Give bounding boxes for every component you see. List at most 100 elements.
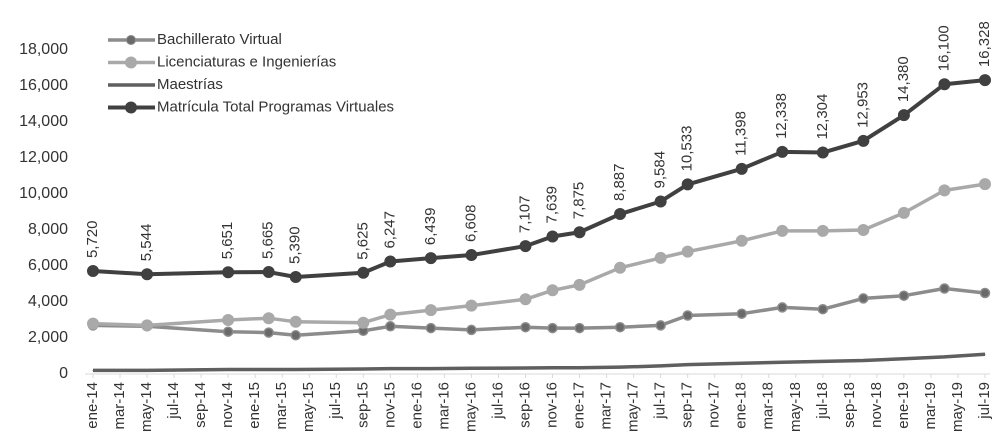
legend-marker: [125, 101, 137, 114]
point: [573, 278, 586, 291]
x-tick-label: jul-17: [652, 382, 669, 420]
data-label: 5,390: [287, 226, 304, 264]
x-tick-label: may-14: [138, 382, 155, 432]
point: [289, 315, 302, 328]
x-tick-label: ene-17: [571, 382, 588, 429]
x-tick-label: jul-14: [165, 382, 182, 420]
point: [362, 368, 364, 370]
point: [777, 302, 788, 313]
point: [736, 308, 747, 319]
x-tick-label: jul-15: [327, 382, 344, 420]
point: [776, 145, 789, 158]
point: [979, 178, 991, 191]
y-tick-label: 6,000: [28, 257, 68, 274]
x-tick-label: nov-15: [381, 382, 398, 428]
point: [547, 322, 558, 334]
point: [979, 74, 991, 87]
point: [520, 321, 531, 333]
series-line: [93, 352, 986, 373]
point: [141, 268, 154, 281]
data-label: 7,875: [571, 182, 588, 220]
point: [681, 178, 694, 191]
data-label: 6,608: [462, 205, 479, 243]
legend-label: Bachillerato Virtual: [157, 31, 282, 48]
point: [146, 369, 148, 371]
x-tick-label: may-17: [625, 382, 642, 432]
point: [781, 361, 783, 363]
x-tick-label: ene-18: [733, 382, 750, 429]
point: [222, 314, 235, 326]
point: [465, 299, 478, 312]
legend-label: Licenciaturas e Ingenierías: [157, 53, 336, 70]
point: [660, 365, 662, 367]
point: [263, 327, 274, 338]
point: [984, 353, 986, 355]
point: [687, 364, 689, 366]
legend-marker: [126, 35, 136, 45]
x-tick-label: ene-19: [895, 382, 912, 429]
legend-marker: [125, 56, 137, 69]
point: [614, 261, 627, 274]
point: [92, 369, 94, 371]
point: [519, 240, 532, 253]
x-tick-label: sep-15: [354, 382, 371, 428]
x-tick-label: mar-16: [435, 382, 452, 430]
data-label: 12,304: [814, 94, 831, 140]
point: [897, 206, 910, 219]
x-tick-label: ene-15: [246, 382, 263, 429]
point: [619, 366, 621, 368]
point: [552, 367, 554, 369]
point: [579, 367, 581, 369]
point: [87, 265, 99, 278]
x-tick-label: sep-18: [841, 382, 858, 428]
point: [979, 287, 991, 299]
point: [822, 360, 824, 362]
point: [574, 322, 585, 334]
data-label: 5,720: [84, 220, 101, 258]
data-label: 14,380: [895, 56, 912, 102]
point: [938, 184, 951, 197]
data-label: 5,625: [354, 222, 371, 260]
point: [262, 266, 275, 279]
y-tick-label: 16,000: [19, 77, 68, 94]
point: [290, 330, 301, 341]
data-label: 7,639: [543, 186, 560, 224]
point: [262, 312, 275, 325]
x-tick-label: ene-14: [84, 382, 101, 429]
x-tick-label: nov-17: [706, 382, 723, 428]
point: [87, 317, 99, 330]
x-tick-label: nov-16: [543, 382, 560, 428]
x-tick-label: may-16: [462, 382, 479, 432]
data-label: 10,533: [679, 126, 696, 172]
point: [897, 109, 910, 122]
point: [424, 304, 437, 317]
x-tick-label: sep-16: [516, 382, 533, 428]
x-tick-label: mar-14: [111, 382, 128, 430]
point: [655, 320, 666, 331]
data-label: 8,887: [611, 163, 628, 201]
point: [614, 208, 627, 221]
point: [465, 249, 478, 262]
point: [384, 308, 397, 321]
point: [546, 230, 559, 243]
y-tick-label: 12,000: [19, 149, 68, 166]
point: [524, 367, 526, 369]
point: [862, 360, 864, 361]
y-tick-label: 8,000: [28, 221, 68, 238]
y-tick-label: 14,000: [19, 113, 68, 130]
data-label: 12,338: [773, 93, 790, 139]
x-tick-label: may-15: [300, 382, 317, 432]
point: [681, 245, 694, 258]
point: [295, 369, 297, 370]
point: [817, 303, 829, 315]
point: [389, 368, 391, 370]
x-tick-label: ene-16: [408, 382, 425, 429]
x-tick-label: jul-16: [489, 382, 506, 420]
point: [938, 78, 951, 91]
data-label: 16,100: [935, 25, 952, 71]
x-tick-label: mar-17: [598, 382, 615, 430]
point: [654, 251, 667, 264]
point: [430, 368, 432, 370]
series-line: [92, 182, 986, 328]
